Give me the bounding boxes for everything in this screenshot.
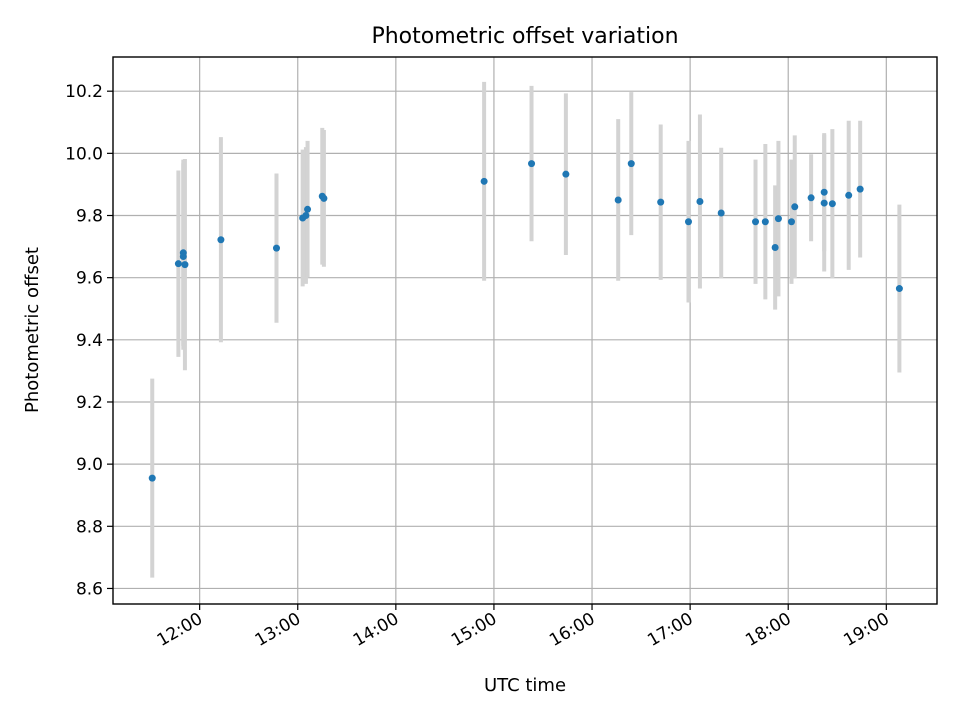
y-tick-label: 9.6: [76, 269, 103, 289]
data-point: [856, 185, 864, 193]
data-point: [217, 236, 225, 244]
data-point: [562, 170, 570, 178]
data-point: [807, 194, 815, 202]
y-tick-label: 9.8: [76, 207, 103, 227]
data-point: [771, 244, 779, 252]
data-point: [320, 194, 328, 202]
y-tick-label: 10.2: [65, 82, 103, 102]
data-point: [480, 177, 488, 185]
y-tick-label: 9.2: [76, 393, 103, 413]
data-point: [828, 200, 836, 208]
data-point: [302, 212, 310, 220]
x-tick-label: 12:00: [154, 609, 206, 651]
data-point: [272, 244, 280, 252]
y-axis-ticks: 8.6 8.8 9.0 9.2 9.4 9.6 9.8 10.0 10.2: [65, 82, 113, 599]
grid: [113, 57, 937, 604]
data-point: [696, 198, 704, 206]
data-point: [761, 218, 769, 226]
data-point: [845, 191, 853, 199]
data-point: [657, 198, 665, 206]
x-tick-label: 14:00: [350, 609, 402, 651]
data-point: [528, 160, 536, 168]
x-tick-label: 17:00: [644, 609, 696, 651]
x-tick-label: 19:00: [840, 609, 892, 651]
y-tick-label: 8.8: [76, 517, 103, 537]
x-axis-ticks: 12:00 13:00 14:00 15:00 16:00 17:00 18:00 19:00: [154, 604, 893, 651]
y-tick-label: 9.0: [76, 455, 103, 475]
y-tick-label: 9.4: [76, 331, 103, 351]
data-point: [181, 261, 189, 269]
data-point: [148, 474, 156, 482]
x-tick-label: 15:00: [448, 609, 500, 651]
y-axis-label: Photometric offset: [22, 247, 43, 413]
x-tick-label: 18:00: [742, 609, 794, 651]
x-tick-label: 13:00: [252, 609, 304, 651]
plot-frame: [112, 56, 938, 605]
data-point: [820, 199, 828, 207]
x-tick-label: 16:00: [546, 609, 598, 651]
error-bars: [150, 81, 902, 578]
x-axis-label: UTC time: [484, 675, 566, 696]
data-point: [717, 209, 725, 217]
data-point: [895, 285, 903, 293]
data-point: [684, 218, 692, 226]
data-point: [614, 196, 622, 204]
data-point: [820, 188, 828, 196]
data-point: [791, 203, 799, 211]
chart-title: Photometric offset variation: [371, 24, 678, 49]
y-tick-label: 8.6: [76, 579, 103, 599]
data-point: [787, 218, 795, 226]
data-point: [174, 260, 182, 268]
data-point: [179, 253, 187, 261]
data-point: [774, 215, 782, 223]
data-point: [752, 218, 760, 226]
y-tick-label: 10.0: [65, 144, 103, 164]
data-points: [148, 160, 903, 482]
data-point: [627, 160, 635, 168]
data-point: [304, 205, 312, 213]
